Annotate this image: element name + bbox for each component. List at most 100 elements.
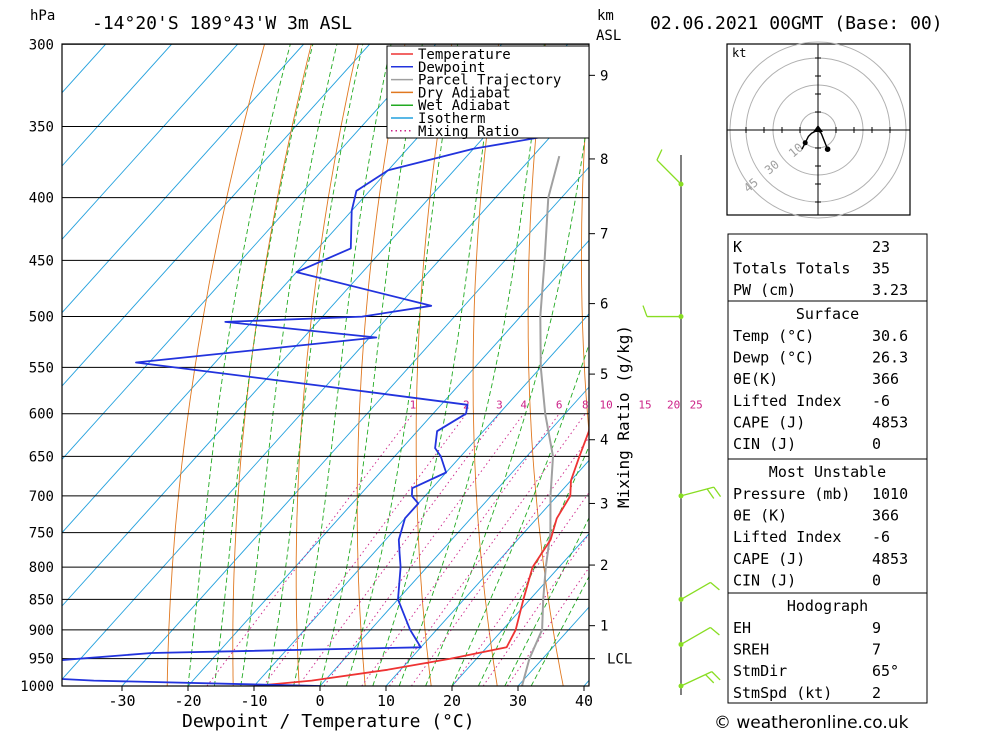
- wet-adiabat-line: [504, 516, 589, 686]
- legend-entry: Temperature: [418, 47, 511, 63]
- wet-adiabat-lines: [187, 44, 589, 686]
- wet-adiabat-line: [213, 44, 314, 686]
- wind-barb: [678, 626, 720, 647]
- isotherm-line: [385, 459, 589, 686]
- most-unstable-label: Pressure (mb): [733, 485, 850, 503]
- isotherm-lines: [62, 44, 589, 686]
- mixing-ratio-label: 1: [410, 399, 417, 412]
- dry-adiabat-line: [166, 44, 265, 686]
- pressure-tick-label: 450: [29, 253, 54, 269]
- mixing-ratio-label: 6: [556, 399, 563, 412]
- wet-adiabat-line: [345, 44, 459, 686]
- pressure-tick-label: 600: [29, 407, 54, 423]
- most-unstable-label: CAPE (J): [733, 550, 805, 568]
- pressure-tick-label: 500: [29, 310, 54, 326]
- wind-barb: [678, 581, 720, 602]
- wind-barbs: [642, 149, 722, 689]
- wet-adiabat-line: [477, 445, 589, 686]
- mixing-ratio-label: 25: [690, 399, 703, 412]
- most-unstable-label: Lifted Index: [733, 528, 841, 546]
- isotherm-line: [451, 533, 589, 686]
- x-tick-label: 0: [315, 692, 324, 710]
- height-tick-label: 1: [600, 619, 608, 635]
- surface-value: 30.6: [872, 327, 908, 345]
- isotherm-line: [319, 386, 589, 686]
- isotherm-line: [62, 44, 304, 314]
- surface-label: θE(K): [733, 370, 778, 388]
- wet-adiabat-line: [266, 44, 364, 686]
- wet-adiabat-line: [187, 44, 291, 686]
- plot-frame: [61, 43, 590, 687]
- wet-adiabat-line: [530, 575, 589, 686]
- isotherm-line: [62, 44, 370, 387]
- isotherm-line: [62, 93, 589, 681]
- station-title: -14°20'S 189°43'W 3m ASL: [92, 13, 352, 34]
- pressure-tick-label: 700: [29, 489, 54, 505]
- x-tick-label: 20: [443, 692, 461, 710]
- hodograph-stat-label: StmDir: [733, 662, 787, 680]
- dry-adiabat-line: [920, 44, 1000, 686]
- mixing-ratio-label: 3: [496, 399, 503, 412]
- general-index-label: K: [733, 238, 742, 256]
- stats-section: [727, 233, 928, 302]
- most-unstable-label: CIN (J): [733, 571, 796, 589]
- legend-entry: Dry Adiabat: [418, 85, 511, 101]
- surface-value: 26.3: [872, 349, 908, 367]
- surface-value: 4853: [872, 413, 908, 431]
- hodograph-unit: kt: [732, 46, 746, 60]
- isotherm-line: [62, 44, 502, 534]
- isotherm-line: [62, 44, 436, 461]
- x-tick-label: -20: [174, 692, 201, 710]
- most-unstable-value: -6: [872, 528, 890, 546]
- wet-adiabat-line: [372, 44, 499, 686]
- isotherm-line: [62, 44, 238, 241]
- datetime-title: 02.06.2021 00GMT (Base: 00): [650, 13, 943, 34]
- surface-value: 366: [872, 370, 899, 388]
- x-tick-label: -10: [240, 692, 267, 710]
- x-axis-title: Dewpoint / Temperature (°C): [182, 711, 475, 732]
- pressure-tick-label: 800: [29, 560, 54, 576]
- pressure-tick-label: 950: [29, 652, 54, 668]
- dry-adiabat-line: [527, 44, 564, 686]
- most-unstable-title: Most Unstable: [769, 463, 886, 481]
- most-unstable-value: 366: [872, 507, 899, 525]
- hodograph-stat-value: 65°: [872, 662, 899, 680]
- height-axis: 9 8 7 6 5 4 3 2 1 LCL: [589, 68, 632, 668]
- pressure-tick-label: 650: [29, 449, 54, 465]
- legend-entry: Parcel Trajectory: [418, 73, 561, 89]
- surface-label: CIN (J): [733, 435, 796, 453]
- isotherm-line: [253, 313, 589, 686]
- pressure-tick-label: 300: [29, 37, 54, 53]
- dry-adiabat-line: [580, 73, 589, 438]
- temperature-line: [253, 424, 589, 686]
- dry-adiabat-line: [415, 44, 453, 686]
- pressure-tick-label: 850: [29, 592, 54, 608]
- parcel-trajectory-line: [521, 155, 561, 686]
- dry-adiabat-line: [633, 44, 695, 686]
- general-index-label: PW (cm): [733, 281, 796, 299]
- height-tick-label: 6: [600, 297, 608, 313]
- hodograph-stat-label: StmSpd (kt): [733, 684, 832, 702]
- mixing-ratio-line: [389, 413, 586, 686]
- hodograph-stat-label: SREH: [733, 641, 769, 659]
- x-tick-label: 40: [575, 692, 593, 710]
- most-unstable-label: θE (K): [733, 507, 787, 525]
- hodograph-stats-title: Hodograph: [787, 597, 868, 615]
- isotherm-line: [187, 239, 589, 686]
- temperature-axis: -30 -20 -10 0 10 20 30 40: [108, 686, 593, 710]
- sounding-profiles: [62, 97, 589, 686]
- surface-value: 0: [872, 435, 881, 453]
- wind-barb: [678, 486, 722, 499]
- mixing-ratio-labels: 1 2 3 4 6 8 10 15 20 25: [410, 399, 703, 412]
- wet-adiabat-line: [240, 44, 338, 686]
- surface-title: Surface: [796, 305, 859, 323]
- wind-barb: [642, 305, 684, 320]
- height-tick-label: 3: [600, 497, 608, 513]
- stats-section: [727, 592, 928, 704]
- most-unstable-value: 4853: [872, 550, 908, 568]
- wind-barb: [656, 149, 684, 187]
- most-unstable-value: 0: [872, 571, 881, 589]
- stats-table: K 23 Totals Totals 35 PW (cm) 3.23 Surface Temp…: [727, 233, 928, 704]
